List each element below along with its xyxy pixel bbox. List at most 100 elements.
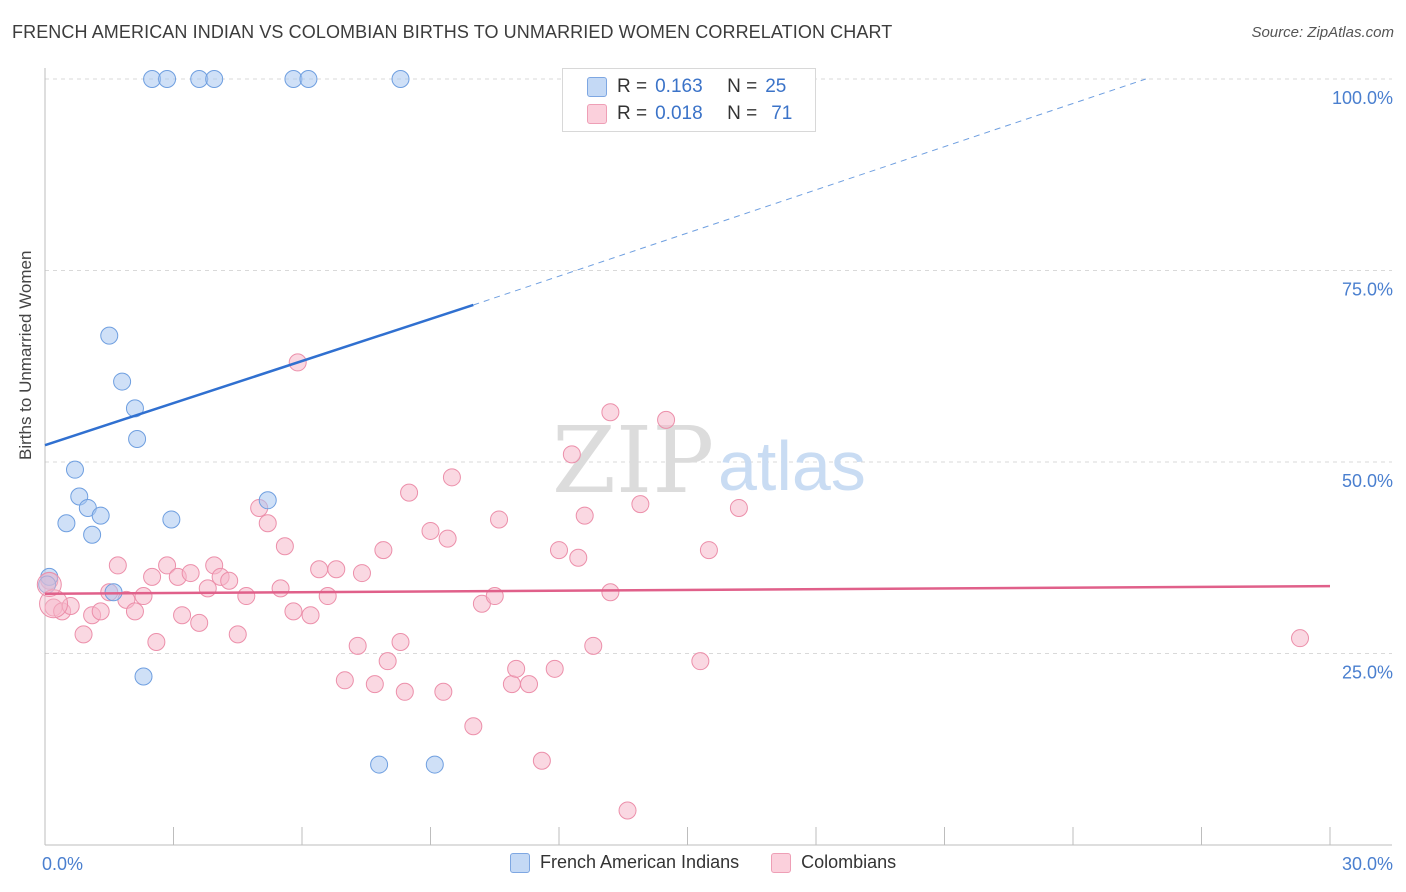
point-colombian	[228, 625, 247, 644]
chart-title: FRENCH AMERICAN INDIAN VS COLOMBIAN BIRT…	[12, 22, 893, 42]
point-colombian	[190, 613, 209, 632]
point-colombian	[147, 633, 166, 652]
point-colombian	[601, 403, 620, 422]
point-colombian	[520, 675, 539, 694]
point-colombian	[134, 587, 153, 606]
point-colombian	[699, 541, 718, 560]
point-colombian	[601, 583, 620, 602]
legend-n-label: N =	[727, 103, 758, 124]
legend-swatch-blue	[510, 852, 530, 873]
point-colombian	[729, 498, 748, 517]
point-colombian	[74, 625, 93, 644]
point-french-american-indian	[299, 70, 318, 88]
point-french-american-indian	[57, 514, 76, 533]
point-colombian	[442, 468, 461, 487]
legend-r-label: R =	[617, 103, 648, 124]
point-colombian	[284, 602, 303, 621]
y-tick-label: 100.0%	[1332, 88, 1393, 108]
point-colombian	[584, 636, 603, 655]
source-credit: Source: ZipAtlas.com	[1251, 24, 1394, 41]
point-french-american-indian	[65, 460, 84, 479]
point-colombian	[391, 633, 410, 652]
x-tick-label: 0.0%	[42, 854, 83, 874]
point-colombian	[327, 560, 346, 579]
point-colombian	[691, 652, 710, 671]
x-tick-label: 30.0%	[1342, 854, 1393, 874]
point-colombian	[352, 564, 371, 583]
point-colombian	[318, 587, 337, 606]
legend-n-value: 25	[765, 76, 787, 97]
watermark: ZIP atlas	[552, 407, 866, 514]
point-french-american-indian	[258, 491, 277, 510]
point-colombian	[618, 801, 637, 820]
legend-r-value: 0.018	[655, 103, 703, 124]
y-tick-label: 25.0%	[1342, 663, 1393, 683]
point-colombian	[507, 659, 526, 678]
point-colombian	[575, 506, 594, 525]
point-colombian	[108, 556, 127, 575]
y-tick-label: 75.0%	[1342, 280, 1393, 300]
point-french-american-indian	[113, 372, 132, 391]
point-colombian	[301, 606, 320, 625]
point-colombian	[1291, 629, 1310, 648]
y-tick-label: 50.0%	[1342, 471, 1393, 491]
point-colombian	[220, 571, 239, 590]
axes	[44, 68, 1392, 846]
point-colombian	[143, 567, 162, 586]
correlation-legend: R = 0.163 N = 25 R = 0.018 N = 71	[562, 68, 816, 132]
point-colombian	[125, 602, 144, 621]
point-colombian	[438, 529, 457, 548]
point-colombian	[562, 445, 581, 464]
trend-lines	[44, 78, 1331, 596]
point-colombian	[550, 541, 568, 560]
legend-n-label: N =	[727, 76, 758, 97]
point-colombian	[310, 560, 329, 579]
point-colombian	[275, 537, 294, 556]
point-colombian	[400, 483, 419, 502]
watermark-atlas: atlas	[718, 427, 866, 505]
point-colombian	[271, 579, 290, 598]
point-french-american-indian	[143, 70, 162, 88]
legend-swatch-pink	[587, 104, 607, 124]
legend-item-colombians: Colombians	[771, 852, 896, 873]
legend-n-value: 71	[771, 103, 793, 124]
point-french-american-indian	[128, 430, 147, 449]
point-colombian	[158, 556, 177, 575]
point-colombian	[657, 410, 676, 429]
point-colombian	[395, 682, 414, 701]
point-french-american-indian	[91, 506, 110, 525]
point-colombian	[365, 675, 384, 694]
point-french-american-indian	[83, 525, 102, 544]
legend-row-french-american-indians: R = 0.163 N = 25	[587, 75, 786, 99]
trend-line-french-american-indians	[44, 303, 474, 447]
point-colombian	[36, 572, 62, 598]
legend-label: French American Indians	[540, 852, 740, 872]
grid-lines	[45, 78, 1392, 654]
point-colombian	[374, 541, 393, 560]
trend-line-colombians	[44, 584, 1331, 596]
point-colombian	[258, 514, 277, 533]
point-french-american-indian	[391, 70, 410, 88]
point-colombian	[378, 652, 397, 671]
legend-swatch-pink	[771, 852, 792, 873]
point-colombian	[173, 606, 192, 625]
point-colombian	[532, 751, 551, 770]
data-points	[36, 70, 1310, 820]
legend-r-label: R =	[617, 76, 648, 97]
point-colombian	[569, 548, 588, 567]
series-legend: French American Indians Colombians	[510, 852, 928, 873]
point-colombian	[434, 682, 453, 701]
point-french-american-indian	[158, 70, 177, 88]
legend-label: Colombians	[801, 852, 897, 872]
legend-swatch-blue	[587, 77, 607, 97]
point-french-american-indian	[190, 70, 209, 88]
point-colombian	[421, 521, 440, 540]
point-colombian	[545, 659, 564, 678]
point-french-american-indian	[425, 755, 444, 774]
tick-labels: 25.0% 50.0% 75.0% 100.0% 0.0% 30.0%	[42, 88, 1393, 874]
point-colombian	[91, 602, 110, 621]
point-french-american-indian	[100, 326, 119, 345]
legend-row-colombians: R = 0.018 N = 71	[587, 102, 792, 126]
point-colombian	[631, 495, 650, 514]
